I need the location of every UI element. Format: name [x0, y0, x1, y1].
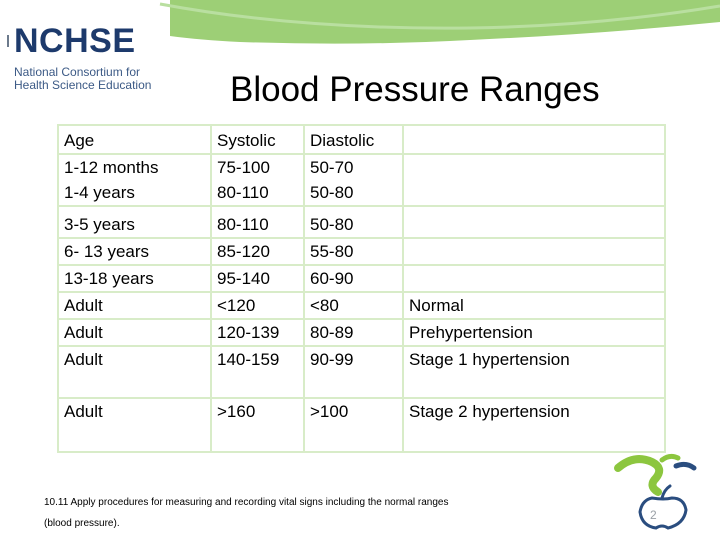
blood-pressure-table: Age Systolic Diastolic 1-12 months 1-4 y…	[57, 124, 666, 453]
table-cell-stack: 50-70 50-80	[303, 153, 404, 207]
logo-subtitle-line-2: Health Science Education	[14, 78, 152, 92]
table-cell: <80	[303, 291, 404, 320]
table-cell: Adult	[57, 318, 212, 347]
table-row-header: Age Systolic Diastolic	[57, 124, 666, 155]
table-cell: 90-99	[303, 345, 404, 399]
table-cell-line: 1-4 years	[64, 183, 135, 202]
table-cell: Adult	[57, 291, 212, 320]
table-cell: Stage 1 hypertension	[402, 345, 666, 399]
table-row: Adult >160 >100 Stage 2 hypertension	[57, 397, 666, 453]
table-cell: 140-159	[210, 345, 305, 399]
table-cell: >100	[303, 397, 404, 453]
table-cell-line: 1-12 months	[64, 158, 159, 177]
table-cell-line: 75-100	[217, 158, 270, 177]
table-row: Adult <120 <80 Normal	[57, 291, 666, 320]
table-cell: 60-90	[303, 264, 404, 293]
slide-title: Blood Pressure Ranges	[230, 70, 600, 109]
table-cell-stack	[402, 153, 666, 207]
table-cell: >160	[210, 397, 305, 453]
table-row: Adult 140-159 90-99 Stage 1 hypertension	[57, 345, 666, 399]
table-row: Adult 120-139 80-89 Prehypertension	[57, 318, 666, 347]
table-cell-line: 50-80	[310, 183, 354, 202]
table-cell: Diastolic	[303, 124, 404, 155]
table-cell	[402, 237, 666, 266]
logo-subtitle: National Consortium for Health Science E…	[14, 66, 174, 92]
table-cell: 6- 13 years	[57, 237, 212, 266]
table-cell: 95-140	[210, 264, 305, 293]
apple-emblem-icon	[614, 453, 697, 530]
table-cell-stack: 75-100 80-110	[210, 153, 305, 207]
table-cell	[402, 205, 666, 239]
table-cell: Adult	[57, 345, 212, 399]
logo-divider	[7, 35, 9, 47]
table-cell: Adult	[57, 397, 212, 453]
slide-number: 2	[650, 508, 657, 522]
table-cell: Normal	[402, 291, 666, 320]
table-cell: 80-89	[303, 318, 404, 347]
table-cell: Age	[57, 124, 212, 155]
header-banner	[159, 0, 720, 44]
table-cell: 13-18 years	[57, 264, 212, 293]
swoosh-highlight	[159, 2, 720, 30]
table-cell-line: 80-110	[217, 183, 269, 202]
table-cell: 80-110	[210, 205, 305, 239]
table-cell: Systolic	[210, 124, 305, 155]
table-cell: <120	[210, 291, 305, 320]
table-cell-line: 50-70	[310, 158, 354, 177]
table-cell: 120-139	[210, 318, 305, 347]
footnote-line-1: 10.11 Apply procedures for measuring and…	[44, 497, 449, 508]
table-cell: Prehypertension	[402, 318, 666, 347]
logo-mark: NCHSE	[14, 22, 136, 60]
table-row: 13-18 years 95-140 60-90	[57, 264, 666, 293]
green-swoosh	[170, 0, 720, 44]
table-cell: 85-120	[210, 237, 305, 266]
table-row: 1-12 months 1-4 years 75-100 80-110 50-7…	[57, 153, 666, 207]
table-cell: 50-80	[303, 205, 404, 239]
table-cell	[402, 264, 666, 293]
standard-footnote: 10.11 Apply procedures for measuring and…	[44, 492, 514, 534]
logo-subtitle-line-1: National Consortium for	[14, 65, 141, 79]
nchse-logo: NCHSE National Consortium for Health Sci…	[14, 24, 174, 92]
table-cell: Stage 2 hypertension	[402, 397, 666, 453]
table-cell: 55-80	[303, 237, 404, 266]
table-cell-stack: 1-12 months 1-4 years	[57, 153, 212, 207]
table-row: 3-5 years 80-110 50-80	[57, 205, 666, 239]
footnote-line-2: (blood pressure).	[44, 518, 120, 529]
table-cell	[402, 124, 666, 155]
table-cell: 3-5 years	[57, 205, 212, 239]
table-row: 6- 13 years 85-120 55-80	[57, 237, 666, 266]
